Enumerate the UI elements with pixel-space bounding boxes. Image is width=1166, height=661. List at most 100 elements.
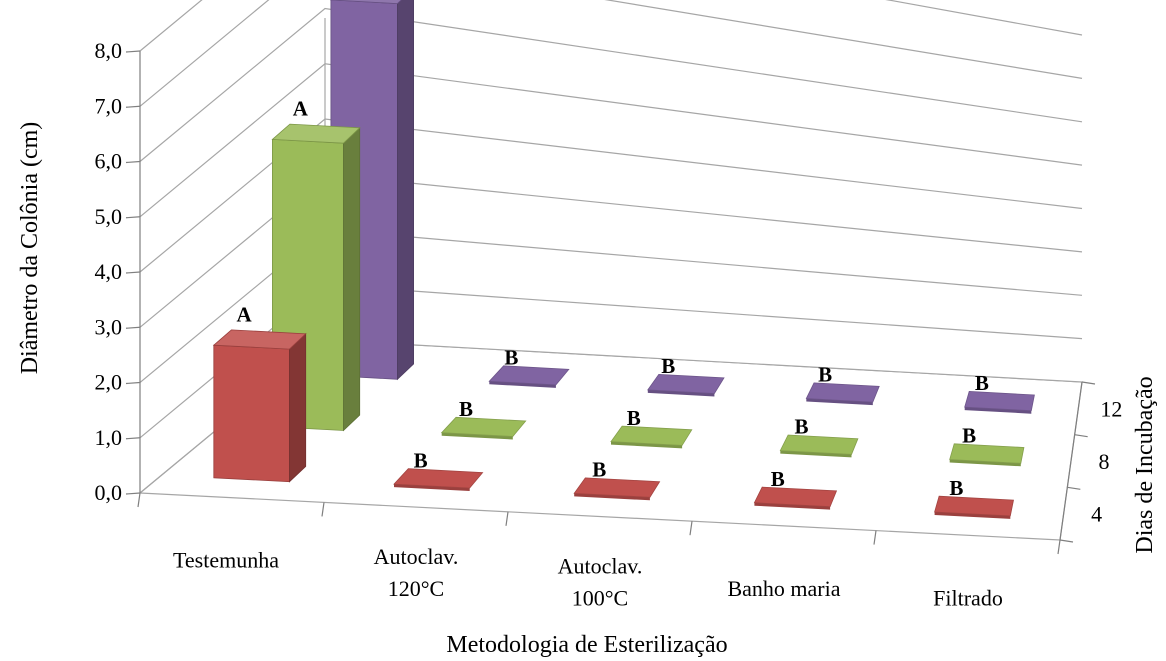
y-tick-label: 1,0 — [95, 425, 123, 450]
bar-label: B — [504, 345, 518, 369]
bar-label: B — [592, 458, 606, 482]
bar-label: B — [661, 354, 675, 378]
x-axis-title: Metodologia de Esterilização — [446, 632, 727, 658]
bar-label: A — [293, 97, 309, 121]
y-tick-label: 7,0 — [95, 93, 123, 118]
bar-top-face — [647, 373, 725, 394]
z-axis-title: Dias de Incubação — [1132, 376, 1158, 553]
bar-top-face — [329, 0, 402, 5]
y-tick-mark — [125, 381, 141, 385]
bar-top-face — [393, 468, 484, 489]
bar — [393, 468, 484, 491]
y-tick-mark — [125, 216, 141, 219]
y-tick-mark — [125, 437, 141, 440]
bar-top-face — [779, 434, 859, 455]
bar — [488, 365, 570, 388]
labels: 0,0 1,0 2,0 3,0 4,0 5,0 6,0 7,0 8,0 Testemunha Aut… — [95, 38, 1123, 611]
bar-label: B — [975, 371, 989, 395]
x-category-label: Autoclav. — [558, 554, 643, 579]
x-tick-mark — [689, 521, 693, 536]
x-category-label: Testemunha — [173, 548, 279, 573]
y-tick-label: 4,0 — [95, 259, 123, 284]
bar — [805, 382, 880, 406]
bar — [779, 434, 859, 458]
gridline — [139, 0, 1083, 107]
x-category-label: Banho maria — [727, 576, 840, 601]
bar-top-face — [949, 443, 1025, 464]
bar-side-face — [343, 126, 361, 432]
bar — [964, 390, 1035, 414]
bar-front-face — [213, 344, 290, 483]
y-tick-mark — [125, 326, 141, 329]
bar-top-face — [488, 365, 570, 386]
z-axis-line — [1059, 381, 1083, 541]
z-tick-mark — [1059, 539, 1074, 543]
x-tick-mark — [1057, 539, 1061, 555]
y-tick-label: 0,0 — [95, 480, 123, 505]
bar — [647, 373, 725, 397]
z-tick-label: 8 — [1099, 449, 1110, 474]
bar-front-face — [964, 407, 1032, 414]
bar — [610, 425, 693, 449]
bar-top-face — [610, 425, 693, 446]
x-tick-mark — [873, 530, 877, 545]
bar — [753, 486, 838, 510]
bar-label: B — [962, 424, 976, 448]
x-tick-mark — [505, 511, 509, 526]
bar-front-face — [574, 493, 650, 501]
y-tick-mark — [125, 50, 141, 53]
bar — [934, 495, 1014, 519]
bar-label: B — [949, 476, 963, 500]
bar-label: B — [794, 415, 808, 439]
bars — [212, 0, 1035, 519]
y-tick-mark — [125, 271, 141, 274]
y-tick-mark — [125, 160, 141, 164]
y-tick-mark — [125, 492, 141, 495]
bar-front-face — [441, 432, 513, 440]
bar-top-face — [212, 329, 307, 350]
z-tick-label: 4 — [1091, 502, 1102, 527]
bar-side-face — [396, 0, 415, 381]
y-axis-title: Diâmetro da Colônia (cm) — [17, 122, 43, 375]
bar-front-face — [934, 512, 1011, 519]
back-wall — [325, 18, 1082, 382]
x-tick-mark — [137, 492, 141, 508]
bar-label: B — [818, 362, 832, 386]
bar — [212, 329, 307, 483]
bar — [440, 416, 527, 440]
bar-side-face — [289, 332, 307, 483]
bar-front-face — [647, 389, 715, 397]
bar-top-face — [805, 382, 880, 403]
bar-top-face — [573, 477, 661, 498]
bar-front-face — [754, 502, 831, 510]
bar-front-face — [611, 441, 683, 449]
z-tick-mark — [1067, 486, 1081, 490]
y-tick-label: 2,0 — [95, 370, 123, 395]
y-tick-label: 5,0 — [95, 204, 123, 229]
x-tick-mark — [321, 502, 325, 517]
bar-top-face — [934, 495, 1014, 517]
z-tick-mark — [1074, 434, 1088, 438]
bar-label: B — [771, 467, 785, 491]
x-category-label: 100°C — [572, 586, 628, 611]
bar-top-face — [964, 390, 1035, 412]
y-tick-label: 3,0 — [95, 314, 123, 339]
bar-front-face — [489, 381, 556, 388]
bar-top-face — [271, 123, 361, 144]
bar-label: B — [459, 397, 473, 421]
y-tick-label: 8,0 — [95, 38, 123, 63]
bar-label: B — [414, 448, 428, 472]
bar-front-face — [806, 398, 873, 406]
z-tick-label: 12 — [1100, 396, 1122, 421]
x-category-label: Filtrado — [933, 585, 1003, 610]
bar-top-face — [753, 486, 838, 508]
gridline — [139, 7, 1083, 162]
bar — [949, 443, 1025, 467]
bar-top-face — [440, 416, 527, 437]
y-tick-mark — [125, 105, 141, 108]
bar-label: B — [627, 406, 641, 430]
bar — [573, 477, 661, 501]
x-category-label: 120°C — [388, 576, 444, 601]
bar-label: A — [237, 303, 253, 327]
